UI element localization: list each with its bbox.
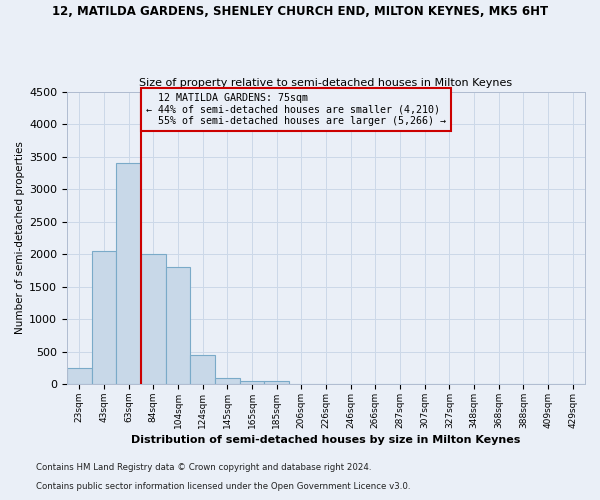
Text: Contains public sector information licensed under the Open Government Licence v3: Contains public sector information licen…	[36, 482, 410, 491]
Title: Size of property relative to semi-detached houses in Milton Keynes: Size of property relative to semi-detach…	[139, 78, 512, 88]
Bar	[116, 163, 141, 384]
Bar	[92, 251, 116, 384]
Bar	[239, 381, 265, 384]
Text: Contains HM Land Registry data © Crown copyright and database right 2024.: Contains HM Land Registry data © Crown c…	[36, 464, 371, 472]
Bar	[265, 382, 289, 384]
Bar	[141, 254, 166, 384]
Text: 12, MATILDA GARDENS, SHENLEY CHURCH END, MILTON KEYNES, MK5 6HT: 12, MATILDA GARDENS, SHENLEY CHURCH END,…	[52, 5, 548, 18]
Bar	[215, 378, 239, 384]
Bar	[166, 267, 190, 384]
Text: 12 MATILDA GARDENS: 75sqm
← 44% of semi-detached houses are smaller (4,210)
  55: 12 MATILDA GARDENS: 75sqm ← 44% of semi-…	[146, 93, 446, 126]
Bar	[67, 368, 92, 384]
Bar	[190, 355, 215, 384]
X-axis label: Distribution of semi-detached houses by size in Milton Keynes: Distribution of semi-detached houses by …	[131, 435, 521, 445]
Y-axis label: Number of semi-detached properties: Number of semi-detached properties	[15, 142, 25, 334]
